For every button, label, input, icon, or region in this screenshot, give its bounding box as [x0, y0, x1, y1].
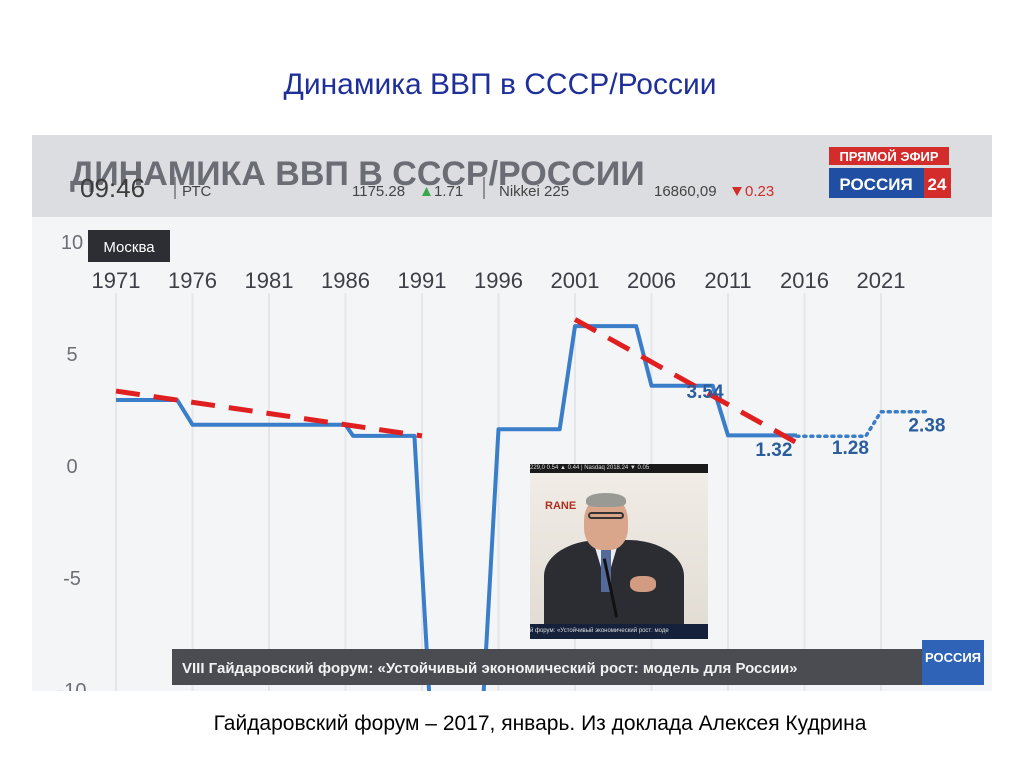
- ticker-value-nikkei: 16860,09: [654, 183, 717, 200]
- x-tick-label: 2011: [704, 268, 751, 293]
- ticker-change-nikkei: 0.23: [745, 183, 774, 200]
- trend-line: [115, 388, 423, 439]
- data-label: 2.38: [908, 415, 945, 436]
- channel-name: РОССИЯ: [839, 175, 912, 194]
- x-tick-label: 2001: [551, 268, 600, 293]
- x-tick-label: 1986: [321, 268, 370, 293]
- x-tick-label: 1991: [398, 268, 447, 293]
- x-tick-label: 1981: [245, 268, 294, 293]
- data-label: 1.28: [832, 438, 869, 459]
- channel-number-box: [924, 168, 951, 198]
- broadcast-screen: ДИНАМИКА ВВП В СССР/РОССИИ 09:46 РТС 117…: [32, 135, 992, 691]
- broadcast-time: 09:46: [80, 173, 145, 203]
- speaker-video-inset: 229,0 0.54 ▲ 0.44 | Nasdaq 2018.24 ▼ 0.0…: [530, 464, 708, 639]
- x-tick-label: 2006: [627, 268, 676, 293]
- x-tick-label: 2016: [780, 268, 829, 293]
- ticker-label-rts: РТС: [182, 183, 211, 200]
- live-badge: [829, 147, 949, 165]
- corner-logo-box: [922, 640, 984, 685]
- slide-title: Динамика ВВП в СССР/России: [283, 68, 717, 101]
- lower-third-text: VIII Гайдаровский форум: «Устойчивый эко…: [182, 660, 798, 677]
- channel-logo-box: [829, 168, 924, 198]
- ticker-label-nikkei: Nikkei 225: [499, 183, 569, 200]
- gdp-series-line: [116, 324, 797, 691]
- trend-line: [573, 317, 806, 450]
- forecast-series-line: [795, 409, 929, 439]
- slide-caption: Гайдаровский форум – 2017, январь. Из до…: [213, 712, 867, 735]
- speaker-hand: [630, 576, 656, 592]
- data-label: 1.32: [755, 440, 792, 461]
- x-tick-label: 1996: [474, 268, 523, 293]
- speaker-glasses: [588, 512, 624, 519]
- y-tick-label: -10: [58, 680, 87, 691]
- x-tick-label: 1976: [168, 268, 217, 293]
- y-tick-label: -5: [63, 568, 81, 590]
- ticker-up-arrow-icon: [422, 187, 431, 196]
- x-tick-label: 1971: [92, 268, 141, 293]
- lower-third-bar: [172, 649, 922, 685]
- corner-logo-text: РОССИЯ: [925, 650, 981, 665]
- city-label: Москва: [103, 239, 155, 256]
- speaker-hair: [586, 493, 626, 507]
- ticker-value-rts: 1175.28: [352, 183, 405, 200]
- y-tick-label: 5: [66, 344, 77, 366]
- inset-ticker-strip: 229,0 0.54 ▲ 0.44 | Nasdaq 2018.24 ▼ 0.0…: [530, 464, 708, 473]
- city-plate: [88, 230, 170, 262]
- inset-caption: й форум: «Устойчивый экономический рост:…: [530, 624, 708, 639]
- gdp-chart: ДИНАМИКА ВВП В СССР/РОССИИ 09:46 РТС 117…: [32, 135, 992, 691]
- inset-forum-logo: RANE: [545, 500, 577, 512]
- y-tick-label: 10: [61, 232, 83, 254]
- ticker-change-rts: 1.71: [434, 183, 463, 200]
- channel-number: 24: [928, 175, 947, 194]
- live-label: ПРЯМОЙ ЭФИР: [839, 149, 938, 164]
- ticker-down-arrow-icon: [732, 187, 742, 196]
- data-label: 3.54: [687, 382, 724, 403]
- x-tick-label: 2021: [857, 268, 906, 293]
- y-tick-label: 0: [66, 456, 77, 478]
- chart-title: ДИНАМИКА ВВП В СССР/РОССИИ: [70, 155, 645, 193]
